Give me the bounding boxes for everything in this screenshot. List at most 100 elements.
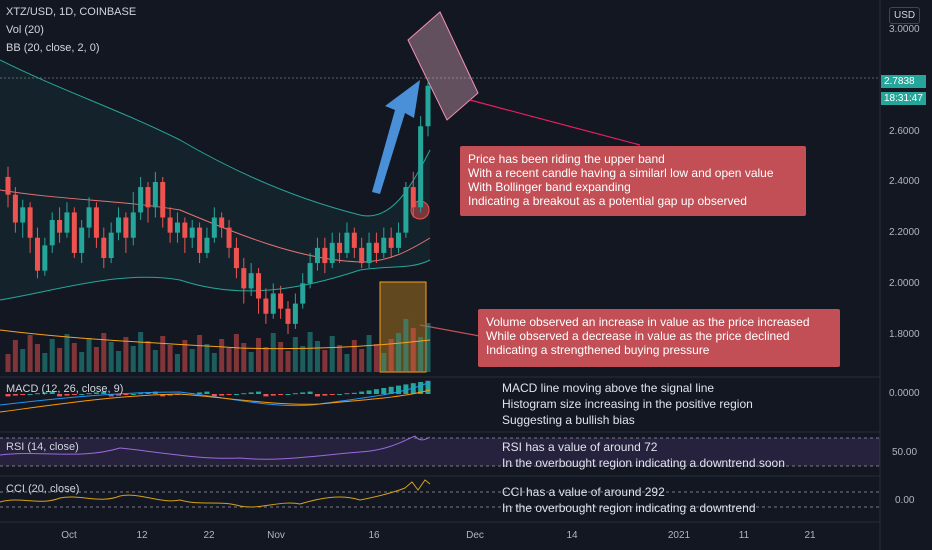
candle-body — [12, 194, 18, 223]
macd-histogram-bar — [351, 392, 357, 394]
candle-body — [425, 85, 431, 127]
price-axis-label: 2.6000 — [889, 126, 920, 137]
volume-bars — [5, 319, 431, 372]
annotation-line: In the overbought region indicating a do… — [502, 456, 785, 470]
macd-histogram-bar — [396, 385, 402, 394]
volume-bar — [182, 340, 188, 372]
volume-bar — [226, 348, 232, 372]
volume-legend[interactable]: Vol (20) — [6, 24, 44, 36]
candle-body — [160, 182, 166, 218]
volume-bar — [307, 332, 313, 372]
candle-body — [314, 247, 320, 264]
macd-histogram-bar — [373, 389, 379, 394]
rsi-legend[interactable]: RSI (14, close) — [6, 441, 79, 453]
macd-histogram-bar — [256, 391, 262, 394]
annotation-line: Suggesting a bullish bias — [502, 413, 635, 427]
volume-bar — [86, 338, 92, 372]
candle-body — [27, 207, 33, 238]
macd-histogram-bar — [344, 393, 350, 395]
volume-bar — [278, 342, 284, 372]
macd-histogram-bar — [226, 394, 232, 395]
volume-bar — [270, 333, 276, 372]
volume-bar — [197, 335, 203, 372]
candle-body — [388, 237, 394, 248]
macd-histogram-bar — [86, 393, 92, 395]
macd-legend[interactable]: MACD (12, 26, close, 9) — [6, 383, 124, 395]
volume-bar — [130, 346, 136, 372]
price-axis-label: 2.4000 — [889, 176, 920, 187]
candle-body — [49, 220, 55, 246]
volume-bar — [241, 343, 247, 372]
volume-bar — [337, 345, 343, 372]
candle-body — [381, 237, 387, 253]
macd-histogram-bar — [49, 391, 55, 394]
macd-histogram-bar — [27, 394, 33, 395]
cci-line — [0, 479, 431, 508]
annotation-line: While observed a decrease in value as th… — [486, 329, 790, 343]
candle-body — [418, 126, 424, 208]
macd-histogram-bar — [42, 392, 48, 394]
bollinger-legend[interactable]: BB (20, close, 2, 0) — [6, 42, 100, 54]
symbol-legend[interactable]: XTZ/USD, 1D, COINBASE — [6, 6, 137, 18]
macd-histogram-bar — [285, 394, 291, 395]
time-axis-label: 21 — [804, 530, 816, 541]
macd-histogram-bar — [322, 394, 328, 396]
candle-body — [226, 227, 232, 248]
candle-body — [79, 227, 85, 253]
volume-bar — [381, 353, 387, 372]
macd-histogram-bar — [57, 394, 63, 397]
volume-bar — [359, 349, 365, 372]
macd-histogram-bar — [204, 391, 210, 394]
volume-bar — [123, 337, 129, 372]
candle-body — [359, 247, 365, 264]
macd-histogram-bar — [410, 383, 416, 394]
volume-annotation[interactable]: Volume observed an increase in value as … — [478, 309, 840, 367]
macd-histogram-bar — [101, 391, 107, 394]
candle-body — [145, 187, 151, 208]
macd-histogram-bar — [381, 388, 387, 394]
volume-bar — [351, 340, 357, 372]
macd-line — [0, 381, 431, 407]
macd-histogram-bar — [300, 392, 306, 394]
candle-body — [270, 293, 276, 314]
time-axis-label: 11 — [738, 530, 750, 541]
rsi-annotation[interactable]: RSI has a value of around 72 In the over… — [502, 439, 785, 471]
currency-button[interactable]: USD — [889, 7, 921, 24]
candle-body — [256, 273, 262, 299]
time-axis-label: Dec — [466, 530, 484, 541]
volume-bar — [57, 348, 63, 372]
candle-body — [5, 176, 11, 195]
volume-bar — [373, 344, 379, 372]
volume-bar — [108, 342, 114, 372]
macd-histogram-bar — [292, 393, 298, 395]
macd-histogram-bar — [366, 390, 372, 394]
volume-bar — [20, 349, 26, 372]
macd-histogram-bar — [425, 380, 431, 394]
upper-band-annotation[interactable]: Price has been riding the upper band Wit… — [460, 146, 806, 216]
volume-bar — [425, 323, 431, 372]
annotation-line: Indicating a strengthened buying pressur… — [486, 343, 710, 357]
candle-body — [86, 207, 92, 228]
bollinger-upper-band — [0, 59, 431, 217]
annotation-line: MACD line moving above the signal line — [502, 381, 715, 395]
macd-annotation[interactable]: MACD line moving above the signal line H… — [502, 380, 753, 428]
volume-bar — [233, 334, 239, 372]
candle-body — [307, 263, 313, 284]
volume-bar — [256, 338, 262, 372]
volume-ma-line — [0, 329, 431, 350]
rsi-line — [0, 435, 431, 460]
candle-body — [42, 245, 48, 271]
macd-histogram-bar — [34, 393, 40, 395]
candle-body — [34, 237, 40, 271]
cci-legend[interactable]: CCI (20, close) — [6, 483, 80, 495]
volume-bar — [49, 339, 55, 372]
macd-histogram-bar — [314, 394, 320, 397]
macd-histogram-bar — [211, 394, 217, 397]
candle-body — [71, 212, 77, 253]
candle-body — [322, 247, 328, 264]
candle-body — [189, 227, 195, 238]
candle-body — [373, 242, 379, 253]
candle-body — [329, 242, 335, 264]
cci-annotation[interactable]: CCI has a value of around 292 In the ove… — [502, 484, 756, 516]
